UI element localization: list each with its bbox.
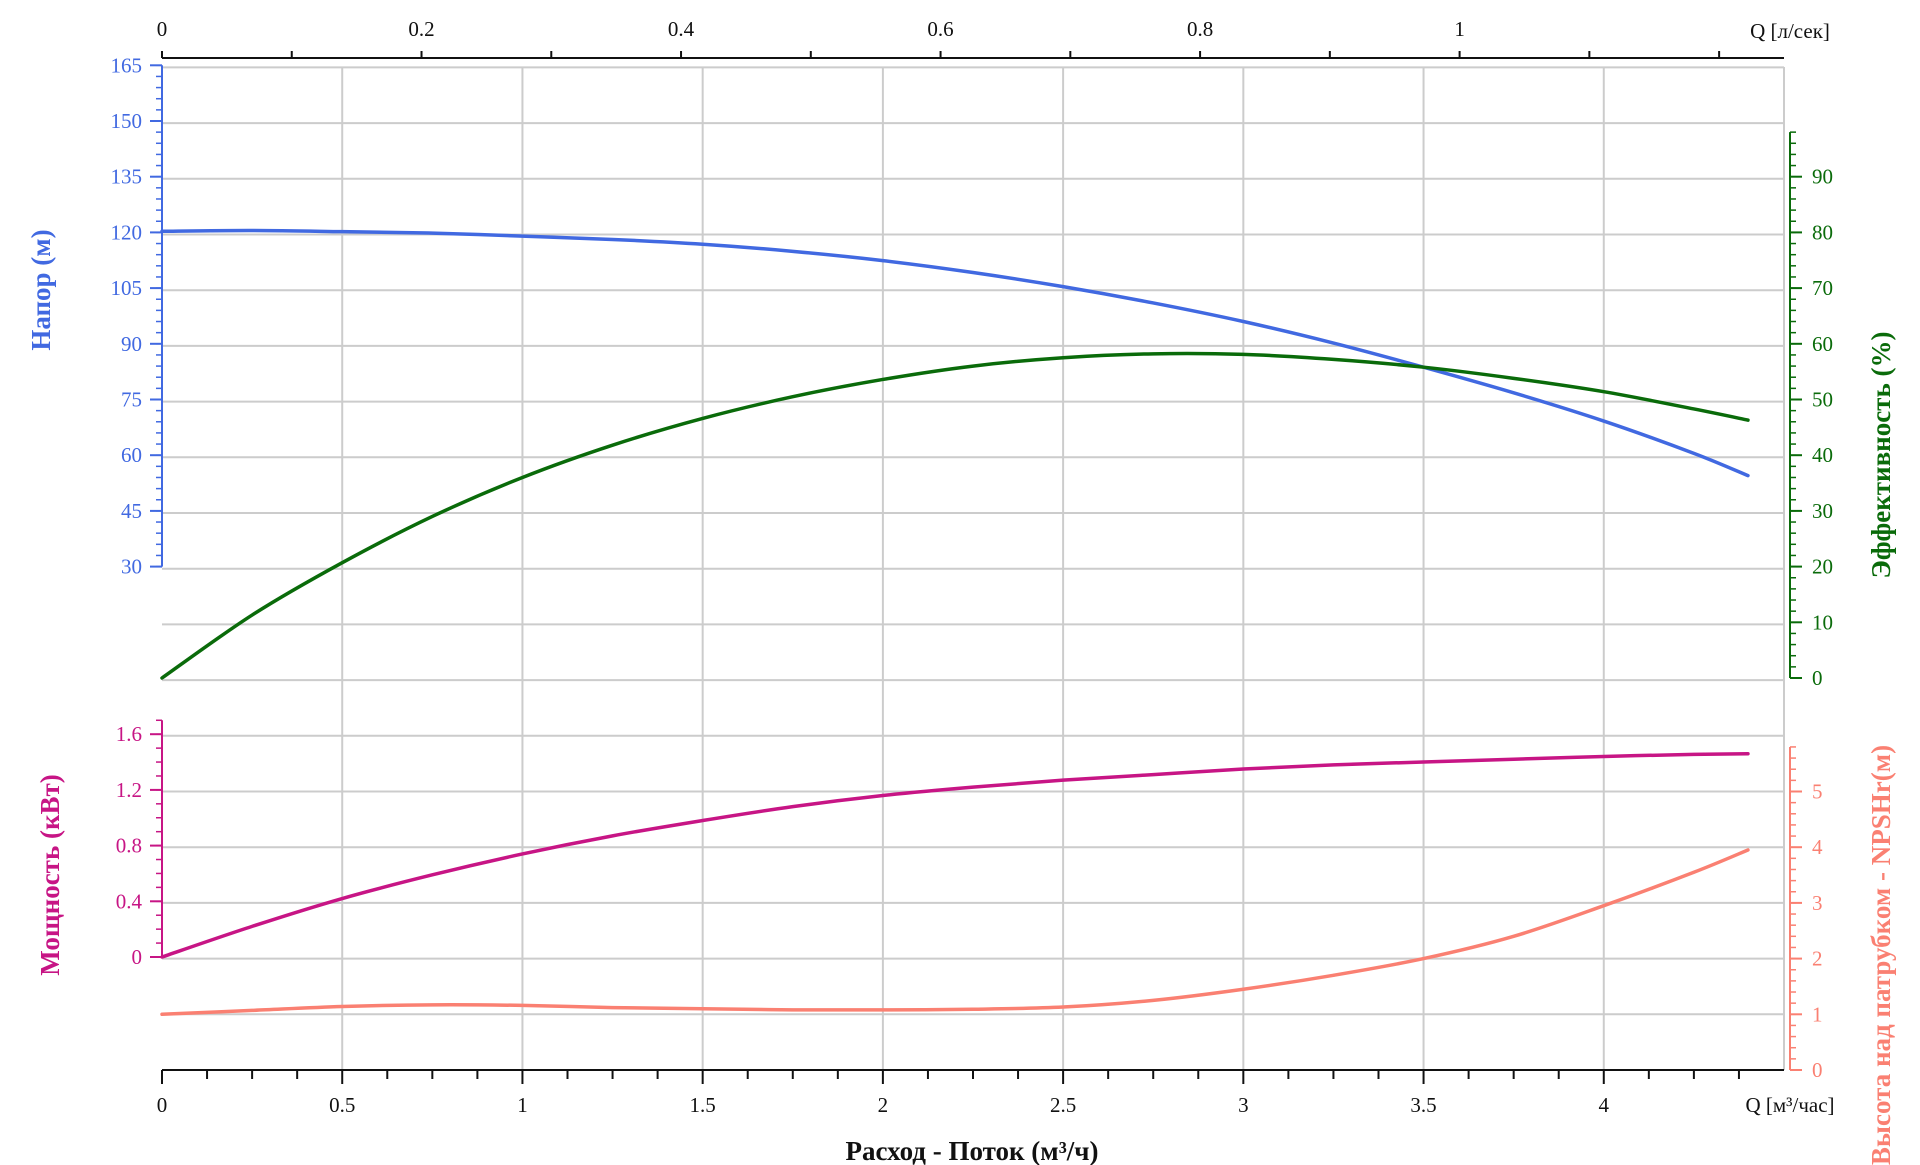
efficiency-tick-label: 10 xyxy=(1812,610,1833,634)
power-tick-label: 0.4 xyxy=(116,889,143,913)
head-tick-label: 60 xyxy=(121,443,142,467)
efficiency-tick-label: 40 xyxy=(1812,443,1833,467)
efficiency-tick-label: 90 xyxy=(1812,165,1833,189)
npshr-tick-label: 4 xyxy=(1812,835,1823,859)
head-tick-label: 165 xyxy=(111,53,143,77)
grid xyxy=(162,66,1785,1071)
x2-tick-label: 0.6 xyxy=(927,17,953,41)
npshr-tick-label: 5 xyxy=(1812,780,1823,804)
efficiency-tick-label: 70 xyxy=(1812,276,1833,300)
npshr-tick-label: 0 xyxy=(1812,1058,1823,1082)
efficiency-tick-label: 0 xyxy=(1812,666,1823,690)
x-tick-label: 3.5 xyxy=(1410,1093,1436,1117)
series-lines xyxy=(160,228,1750,1017)
efficiency-axis-title: Эффективность (%) xyxy=(1866,332,1896,579)
npshr-tick-label: 2 xyxy=(1812,947,1823,971)
head-tick-label: 135 xyxy=(111,165,143,189)
x-tick-label: 3 xyxy=(1238,1093,1249,1117)
power-tick-label: 0 xyxy=(132,945,143,969)
axes xyxy=(150,51,1802,1084)
head-tick-label: 120 xyxy=(111,220,143,244)
head-tick-label: 45 xyxy=(121,499,142,523)
head-tick-label: 30 xyxy=(121,555,142,579)
head-tick-label: 105 xyxy=(111,276,143,300)
x2-tick-label: 0.2 xyxy=(408,17,434,41)
npshr-curve xyxy=(160,848,1750,1017)
x2-tick-label: 0.8 xyxy=(1187,17,1213,41)
power-tick-label: 1.6 xyxy=(116,722,142,746)
x-tick-label: 2.5 xyxy=(1050,1093,1076,1117)
x-tick-label: 0 xyxy=(157,1093,168,1117)
x-tick-label: 2 xyxy=(878,1093,889,1117)
x-tick-label: 1.5 xyxy=(690,1093,716,1117)
efficiency-curve xyxy=(160,351,1750,680)
x-tick-label: 4 xyxy=(1599,1093,1610,1117)
npshr-axis-title: Высота над патрубком - NPSHr(м) xyxy=(1866,745,1896,1165)
x-tick-label: 1 xyxy=(517,1093,528,1117)
power-axis-title: Мощность (кВт) xyxy=(35,774,65,976)
power-tick-label: 0.8 xyxy=(116,834,142,858)
efficiency-tick-label: 30 xyxy=(1812,499,1833,523)
efficiency-tick-label: 60 xyxy=(1812,332,1833,356)
power-tick-label: 1.2 xyxy=(116,778,142,802)
efficiency-tick-label: 50 xyxy=(1812,388,1833,412)
head-tick-label: 90 xyxy=(121,332,142,356)
x2-axis-unit-label: Q [л/сек] xyxy=(1750,19,1830,43)
x2-tick-label: 1 xyxy=(1454,17,1465,41)
tick-labels: 0 0.5 1 1.5 2 2.5 3 3.5 40 0.2 0.4 0.6 0.8 1304560759… xyxy=(111,17,1834,1117)
efficiency-tick-label: 80 xyxy=(1812,220,1833,244)
x2-tick-label: 0.4 xyxy=(668,17,695,41)
head-curve xyxy=(160,228,1750,478)
x-axis-unit-label: Q [м³/час] xyxy=(1745,1093,1834,1117)
x-tick-label: 0.5 xyxy=(329,1093,355,1117)
x2-tick-label: 0 xyxy=(157,17,168,41)
npshr-tick-label: 3 xyxy=(1812,891,1823,915)
head-axis-title: Напор (м) xyxy=(26,229,56,350)
head-tick-label: 75 xyxy=(121,388,142,412)
npshr-tick-label: 1 xyxy=(1812,1002,1823,1026)
head-tick-label: 150 xyxy=(111,109,143,133)
power-curve xyxy=(160,751,1750,959)
efficiency-tick-label: 20 xyxy=(1812,555,1833,579)
x-axis-title: Расход - Поток (м³/ч) xyxy=(845,1136,1098,1165)
